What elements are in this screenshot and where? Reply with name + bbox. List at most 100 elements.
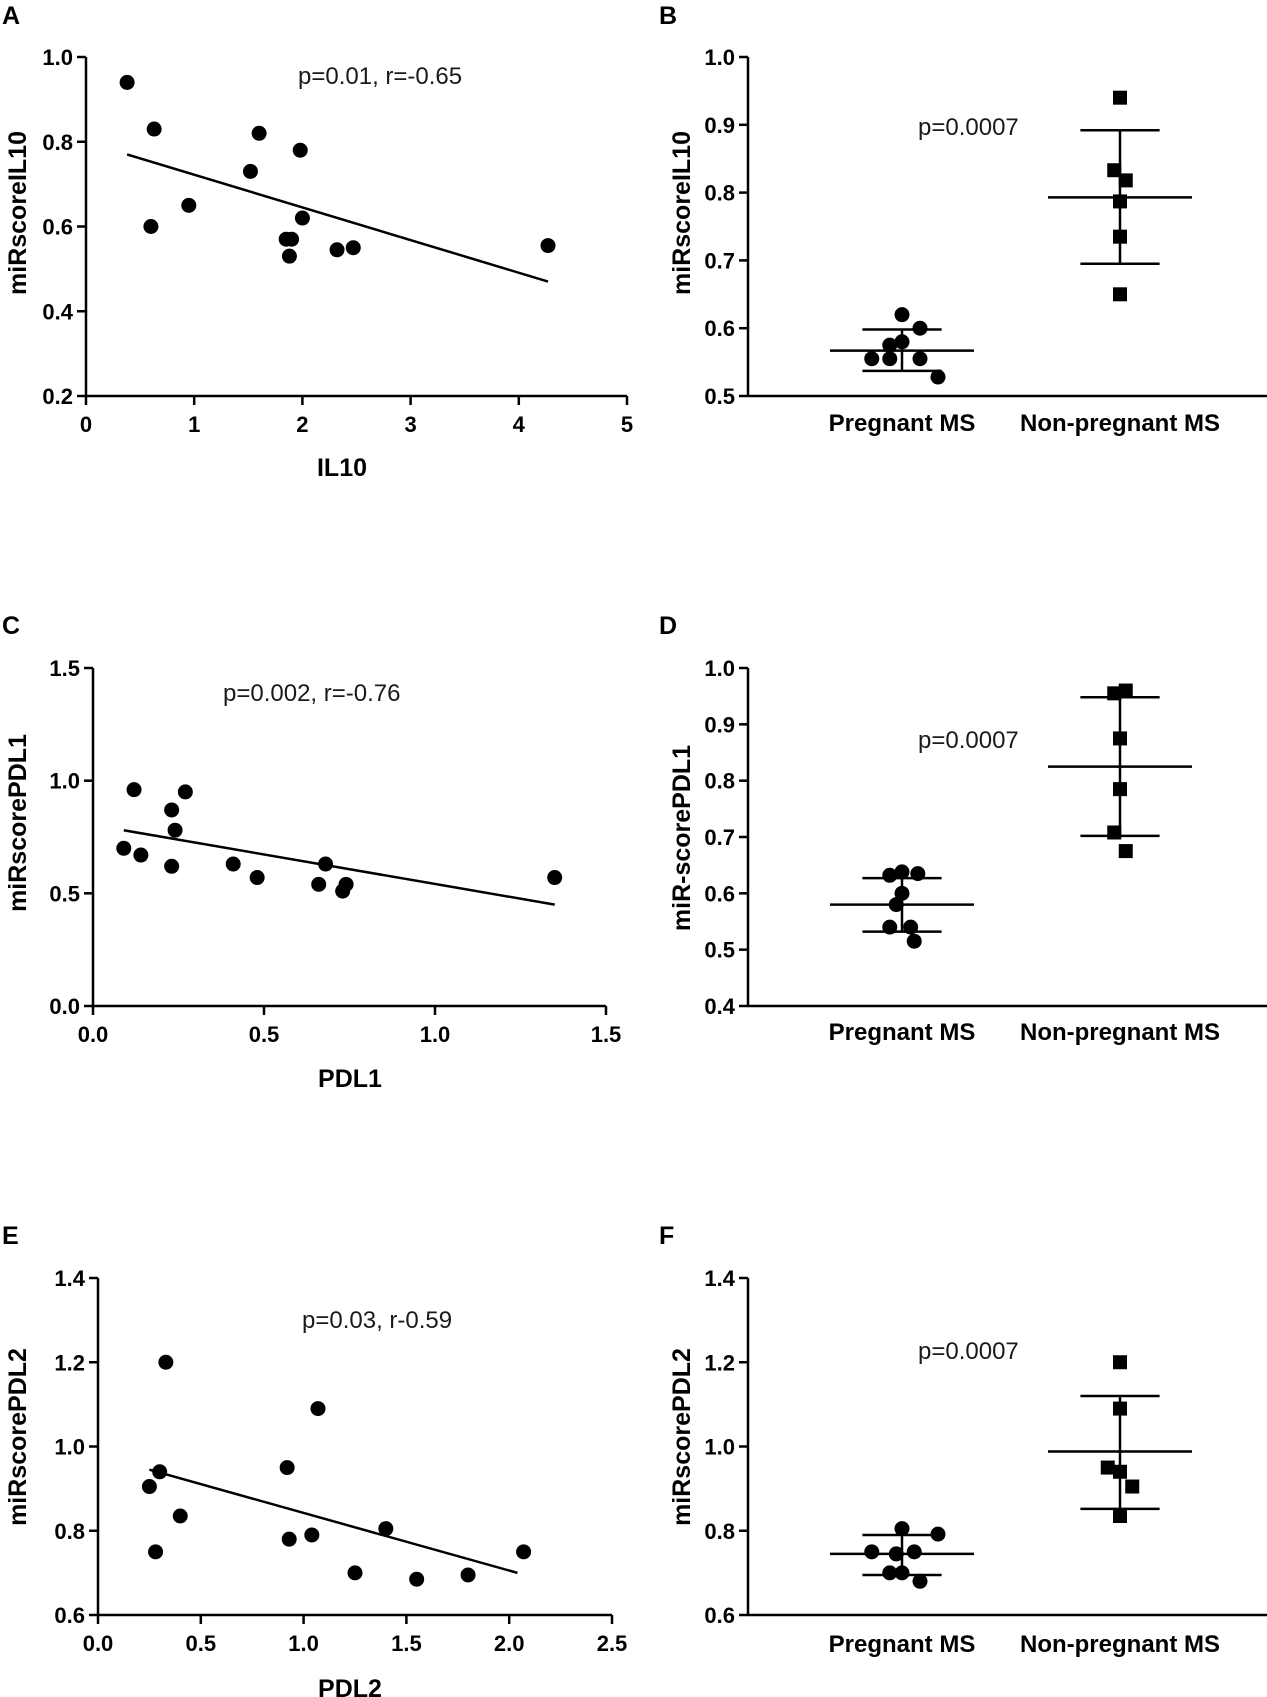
data-point bbox=[281, 248, 297, 264]
panel-c: C p=0.002, r=-0.76 PDL1 miRscorePDL1 0.0… bbox=[2, 612, 621, 1093]
data-point bbox=[1113, 1464, 1127, 1479]
data-point bbox=[119, 74, 135, 90]
x-tick-label: 1.0 bbox=[288, 1631, 319, 1656]
y-axis-label: miRscorePDL2 bbox=[4, 1348, 32, 1526]
data-point bbox=[181, 197, 197, 213]
data-point bbox=[888, 897, 904, 913]
data-point bbox=[894, 864, 910, 880]
data-point bbox=[378, 1521, 394, 1537]
data-point bbox=[1125, 1479, 1140, 1494]
data-point bbox=[894, 1565, 910, 1581]
data-point bbox=[906, 933, 922, 949]
plot-area: 0.2 0.4 0.6 0.8 1.0 0 1 2 3 4 5 bbox=[42, 45, 633, 437]
panel-d: D p=0.0007 miR-scorePDL1 Pregnant MS Non… bbox=[659, 612, 1267, 1046]
panel-letter: B bbox=[659, 2, 677, 30]
x-tick-label: 1.5 bbox=[391, 1631, 422, 1656]
data-point bbox=[1113, 90, 1127, 105]
panel-f: F p=0.0007 miRscorePDL2 Pregnant MS Non-… bbox=[659, 1222, 1267, 1658]
data-point bbox=[894, 885, 910, 901]
x-category-label: Non-pregnant MS bbox=[1020, 410, 1220, 437]
data-point bbox=[347, 1565, 363, 1581]
data-point bbox=[930, 369, 946, 385]
data-point bbox=[1113, 1401, 1127, 1416]
data-point bbox=[912, 320, 928, 336]
data-point bbox=[864, 351, 880, 367]
y-tick-label: 0.9 bbox=[704, 712, 735, 737]
x-tick-label: 0.5 bbox=[249, 1022, 280, 1047]
data-point bbox=[1113, 287, 1127, 302]
data-point bbox=[133, 847, 149, 863]
x-tick-label: 4 bbox=[513, 412, 526, 437]
y-tick-label: 0.7 bbox=[704, 825, 735, 850]
data-point bbox=[146, 121, 162, 137]
data-point bbox=[906, 1544, 922, 1560]
y-tick-label: 0.6 bbox=[42, 215, 73, 240]
y-tick-label: 1.2 bbox=[54, 1350, 85, 1375]
data-point bbox=[152, 1464, 168, 1480]
x-category-label: Non-pregnant MS bbox=[1020, 1019, 1220, 1046]
data-point bbox=[143, 219, 159, 234]
data-point bbox=[345, 240, 361, 256]
x-tick-label: 2.5 bbox=[597, 1631, 628, 1656]
data-point bbox=[894, 1521, 910, 1537]
plot-area: 0.0 0.5 1.0 1.5 0.0 0.5 1.0 1.5 bbox=[49, 656, 621, 1047]
data-point bbox=[516, 1544, 532, 1560]
y-tick-label: 1.0 bbox=[704, 45, 735, 70]
x-tick-label: 2.0 bbox=[494, 1631, 525, 1656]
data-point bbox=[882, 919, 898, 935]
y-axis-label: miR-scorePDL1 bbox=[668, 745, 696, 931]
x-tick-label: 1 bbox=[188, 412, 200, 437]
x-tick-label: 0.0 bbox=[78, 1022, 109, 1047]
y-axis-label: miRscoreIL10 bbox=[668, 131, 696, 295]
y-tick-label: 0.4 bbox=[42, 299, 73, 324]
stat-annotation: p=0.01, r=-0.65 bbox=[298, 63, 462, 90]
data-point bbox=[164, 802, 180, 818]
x-category-label: Non-pregnant MS bbox=[1020, 1631, 1220, 1658]
regression-line bbox=[149, 1468, 518, 1575]
regression-line bbox=[123, 829, 555, 906]
y-tick-label: 0.8 bbox=[704, 769, 735, 794]
y-tick-label: 0.4 bbox=[704, 994, 735, 1019]
data-point bbox=[158, 1354, 174, 1370]
plot-area: 0.5 0.6 0.7 0.8 0.9 1.0 bbox=[704, 45, 1267, 409]
data-point bbox=[172, 1508, 188, 1524]
data-point bbox=[882, 1565, 898, 1581]
data-point bbox=[141, 1479, 157, 1495]
x-tick-label: 0.5 bbox=[186, 1631, 217, 1656]
data-point bbox=[1113, 194, 1127, 209]
x-axis-label: IL10 bbox=[317, 454, 367, 482]
x-tick-label: 1.0 bbox=[420, 1022, 451, 1047]
data-point bbox=[894, 307, 910, 323]
panel-letter: C bbox=[2, 612, 20, 640]
y-tick-label: 0.5 bbox=[704, 938, 735, 963]
y-tick-label: 1.0 bbox=[42, 45, 73, 70]
data-point bbox=[284, 231, 300, 247]
y-tick-label: 1.0 bbox=[49, 769, 80, 794]
x-tick-label: 0 bbox=[80, 412, 92, 437]
y-tick-label: 0.6 bbox=[704, 1603, 735, 1628]
data-point bbox=[177, 784, 193, 800]
data-point bbox=[540, 238, 556, 254]
x-tick-label: 1.5 bbox=[591, 1022, 622, 1047]
data-point bbox=[1107, 163, 1122, 178]
y-tick-label: 1.5 bbox=[49, 656, 80, 681]
x-axis-label: PDL2 bbox=[318, 1675, 382, 1697]
data-point bbox=[126, 782, 142, 798]
y-tick-label: 0.6 bbox=[54, 1603, 85, 1628]
stat-annotation: p=0.0007 bbox=[918, 1338, 1019, 1365]
y-tick-label: 0.9 bbox=[704, 113, 735, 138]
x-category-label: Pregnant MS bbox=[829, 1631, 976, 1658]
stat-annotation: p=0.002, r=-0.76 bbox=[223, 680, 400, 707]
data-point bbox=[116, 840, 132, 856]
data-point bbox=[310, 1401, 326, 1417]
data-point bbox=[318, 856, 334, 872]
data-point bbox=[1113, 1509, 1127, 1524]
y-tick-label: 0.7 bbox=[704, 248, 735, 273]
y-tick-label: 0.8 bbox=[54, 1519, 85, 1544]
y-tick-label: 0.5 bbox=[49, 881, 80, 906]
data-point bbox=[910, 866, 926, 882]
x-tick-label: 0.0 bbox=[83, 1631, 114, 1656]
data-point bbox=[311, 876, 327, 892]
plot-area: 0.6 0.8 1.0 1.2 1.4 0.0 0.5 1.0 1.5 2.0 2.5 bbox=[54, 1266, 627, 1656]
